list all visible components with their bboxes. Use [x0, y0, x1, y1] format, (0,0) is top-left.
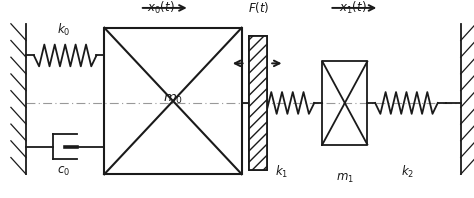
- Text: $k_1$: $k_1$: [275, 164, 289, 180]
- Text: $m_1$: $m_1$: [336, 172, 354, 185]
- Bar: [249, 36, 267, 170]
- Text: $c_0$: $c_0$: [57, 165, 71, 178]
- Text: $k_2$: $k_2$: [401, 164, 414, 180]
- Text: $m_0$: $m_0$: [163, 92, 183, 106]
- Text: $F(t)$: $F(t)$: [247, 0, 269, 15]
- Bar: [249, 36, 267, 170]
- Text: $x_0(t)$: $x_0(t)$: [147, 0, 175, 16]
- Text: $k_0$: $k_0$: [57, 22, 71, 38]
- Text: $x_1(t)$: $x_1(t)$: [339, 0, 367, 16]
